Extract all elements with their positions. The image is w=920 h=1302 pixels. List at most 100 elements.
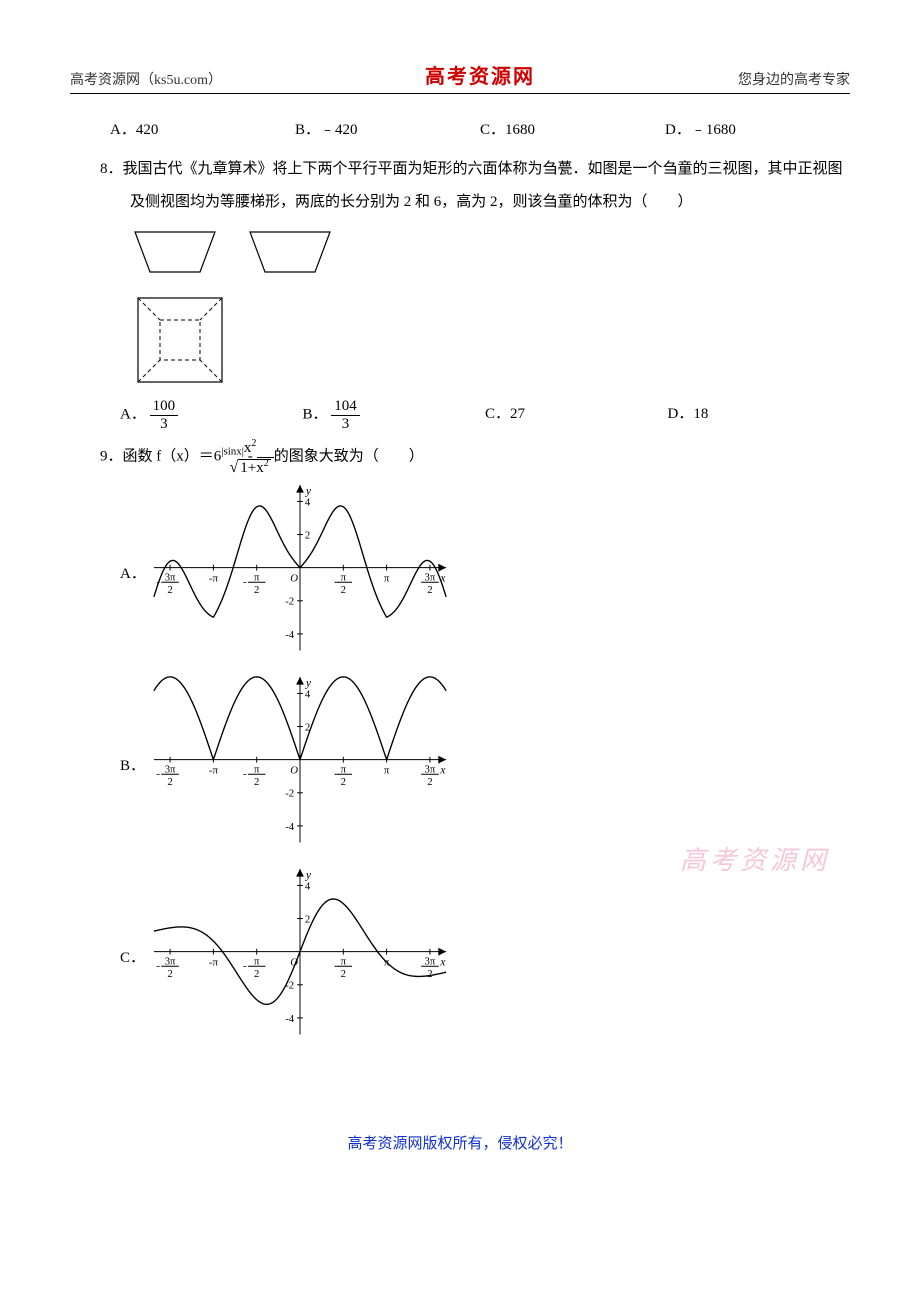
- svg-text:-: -: [243, 576, 247, 588]
- q9-frac-num: x2: [257, 438, 274, 458]
- q9-num: 9．: [100, 448, 123, 464]
- q8-b-den: 3: [331, 416, 360, 433]
- trapezoid-views-icon: [130, 227, 370, 282]
- q9-graph-c: xy-4-224-3π2-π-π2Oπ2π3π2: [150, 864, 450, 1052]
- svg-text:-2: -2: [285, 788, 294, 800]
- q9-frac-den-sup: 2: [264, 458, 269, 469]
- q9-label-a: A．: [120, 558, 150, 591]
- svg-text:2: 2: [254, 968, 259, 980]
- question-9: 9．函数 f（x）＝6|sinx| - x2 √1+x2 的图象大致为（ ） A…: [80, 438, 850, 1052]
- q9-opt-a-row: A． xy-4-224-3π2-π-π2Oπ2π3π2: [120, 480, 850, 668]
- svg-text:3π: 3π: [425, 955, 436, 967]
- q8-body: 我国古代《九章算术》将上下两个平行平面为矩形的六面体称为刍甍．如图是一个刍童的三…: [123, 161, 843, 210]
- svg-text:3π: 3π: [425, 763, 436, 775]
- q8-opt-d: D．18: [668, 398, 851, 432]
- svg-text:4: 4: [305, 688, 311, 700]
- q9-suffix: 的图象大致为（ ）: [274, 448, 424, 464]
- svg-text:2: 2: [341, 968, 346, 980]
- q9-frac-den-base: 1+x: [240, 460, 263, 476]
- svg-text:2: 2: [167, 968, 172, 980]
- svg-text:-π: -π: [209, 572, 219, 584]
- q8-a-frac: 100 3: [150, 398, 179, 432]
- q8-text: 8．我国古代《九章算术》将上下两个平行平面为矩形的六面体称为刍甍．如图是一个刍童…: [80, 153, 850, 219]
- q8-a-den: 3: [150, 416, 179, 433]
- q8-opt-c: C．27: [485, 398, 668, 432]
- svg-text:-4: -4: [285, 821, 295, 833]
- svg-text:x: x: [439, 955, 446, 968]
- svg-text:-: -: [156, 960, 160, 972]
- q7-options: A．420 B．﹣420 C．1680 D．﹣1680: [110, 114, 850, 147]
- svg-text:-π: -π: [209, 956, 219, 968]
- header-left: 高考资源网（ks5u.com）: [70, 69, 222, 89]
- svg-text:-: -: [243, 768, 247, 780]
- q8-opt-a: A． 100 3: [120, 398, 303, 432]
- q8-three-views: [130, 227, 850, 390]
- q8-a-num: 100: [150, 398, 179, 416]
- q9-prefix: 函数 f（x）＝6: [123, 448, 222, 464]
- q9-opt-b-row: B． xy-4-224-3π2-π-π2Oπ2π3π2: [120, 672, 850, 860]
- svg-text:π: π: [254, 763, 260, 775]
- page-header: 高考资源网（ks5u.com） 高考资源网 您身边的高考专家: [70, 60, 850, 94]
- svg-text:2: 2: [305, 914, 310, 926]
- q9-frac: x2 √1+x2: [257, 438, 274, 476]
- svg-text:π: π: [341, 571, 347, 583]
- watermark: 高考资源网: [680, 840, 830, 877]
- svg-text:2: 2: [305, 530, 310, 542]
- svg-text:2: 2: [427, 968, 432, 980]
- q8-num: 8．: [100, 161, 123, 177]
- svg-text:2: 2: [254, 776, 259, 788]
- q7-opt-a: A．420: [110, 114, 295, 147]
- svg-text:2: 2: [167, 584, 172, 596]
- svg-text:x: x: [439, 763, 446, 776]
- q8-options: A． 100 3 B． 104 3 C．27 D．18: [120, 398, 850, 432]
- svg-text:2: 2: [427, 584, 432, 596]
- svg-text:3π: 3π: [165, 955, 176, 967]
- svg-text:2: 2: [341, 584, 346, 596]
- q8-a-prefix: A．: [120, 406, 146, 422]
- q9-frac-den: √1+x2: [257, 458, 274, 477]
- header-right: 您身边的高考专家: [738, 69, 850, 89]
- svg-text:-π: -π: [209, 764, 219, 776]
- svg-text:-2: -2: [285, 596, 294, 608]
- top-view-icon: [130, 290, 230, 390]
- svg-text:2: 2: [254, 584, 259, 596]
- svg-text:-: -: [156, 768, 160, 780]
- svg-text:4: 4: [305, 880, 311, 892]
- footer: 高考资源网版权所有，侵权必究！: [70, 1132, 850, 1153]
- q9-label-c: C．: [120, 942, 150, 975]
- question-8: 8．我国古代《九章算术》将上下两个平行平面为矩形的六面体称为刍甍．如图是一个刍童…: [80, 153, 850, 432]
- q9-graph-a: xy-4-224-3π2-π-π2Oπ2π3π2: [150, 480, 450, 668]
- header-center: 高考资源网: [425, 60, 535, 89]
- svg-text:3π: 3π: [165, 763, 176, 775]
- q9-label-b: B．: [120, 750, 150, 783]
- q9-graph-b: xy-4-224-3π2-π-π2Oπ2π3π2: [150, 672, 450, 860]
- q9-text: 9．函数 f（x）＝6|sinx| - x2 √1+x2 的图象大致为（ ）: [80, 438, 850, 476]
- svg-text:π: π: [254, 955, 260, 967]
- content: A．420 B．﹣420 C．1680 D．﹣1680 8．我国古代《九章算术》…: [70, 114, 850, 1052]
- svg-text:π: π: [254, 571, 260, 583]
- svg-text:2: 2: [427, 776, 432, 788]
- q8-b-prefix: B．: [303, 406, 328, 422]
- svg-text:2: 2: [341, 776, 346, 788]
- svg-text:3π: 3π: [165, 571, 176, 583]
- svg-text:π: π: [341, 955, 347, 967]
- svg-text:2: 2: [167, 776, 172, 788]
- q7-opt-c: C．1680: [480, 114, 665, 147]
- svg-text:π: π: [341, 763, 347, 775]
- svg-text:π: π: [384, 572, 390, 584]
- q8-b-num: 104: [331, 398, 360, 416]
- svg-text:-: -: [243, 960, 247, 972]
- svg-text:-4: -4: [285, 1013, 295, 1025]
- q9-opt-c-row: C． xy-4-224-3π2-π-π2Oπ2π3π2: [120, 864, 850, 1052]
- q9-frac-num-sup: 2: [251, 438, 256, 449]
- svg-text:3π: 3π: [425, 571, 436, 583]
- svg-text:-2: -2: [285, 980, 294, 992]
- q7-opt-d: D．﹣1680: [665, 114, 850, 147]
- svg-text:O: O: [290, 572, 298, 584]
- svg-text:-4: -4: [285, 629, 295, 641]
- svg-text:π: π: [384, 764, 390, 776]
- q8-opt-b: B． 104 3: [303, 398, 486, 432]
- svg-text:O: O: [290, 764, 298, 776]
- q7-opt-b: B．﹣420: [295, 114, 480, 147]
- q8-b-frac: 104 3: [331, 398, 360, 432]
